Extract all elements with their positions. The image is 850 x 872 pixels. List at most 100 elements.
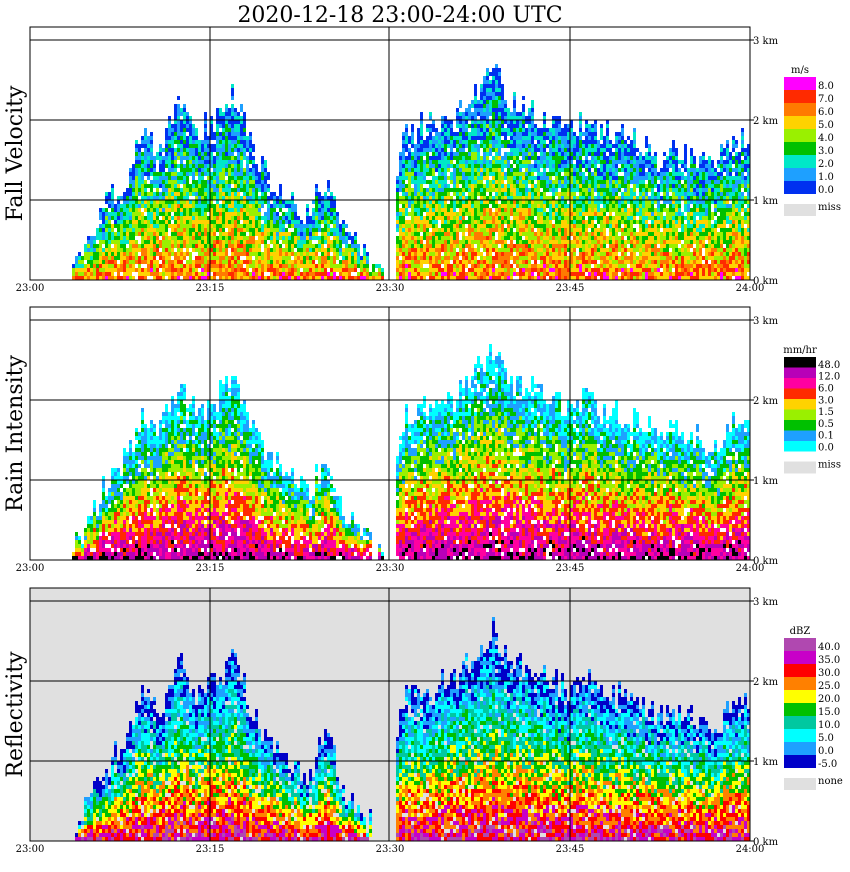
data-cell: [237, 200, 240, 204]
data-cell: [504, 192, 507, 196]
data-cell: [414, 148, 417, 152]
data-cell: [231, 120, 234, 124]
data-cell: [213, 216, 216, 220]
data-cell: [465, 108, 468, 112]
data-cell: [549, 160, 552, 164]
data-cell: [231, 116, 234, 120]
data-cell: [477, 156, 480, 160]
data-cell: [426, 200, 429, 204]
data-cell: [444, 232, 447, 236]
data-cell: [126, 228, 129, 232]
data-cell: [345, 236, 348, 240]
data-cell: [183, 208, 186, 212]
data-cell: [189, 120, 192, 124]
data-cell: [234, 204, 237, 208]
data-cell: [561, 268, 564, 272]
data-cell: [294, 272, 297, 276]
data-cell: [93, 276, 96, 280]
data-cell: [426, 208, 429, 212]
data-cell: [240, 172, 243, 176]
data-cell: [276, 240, 279, 244]
data-cell: [504, 276, 507, 280]
data-cell: [210, 156, 213, 160]
data-cell: [405, 192, 408, 196]
data-cell: [543, 124, 546, 128]
data-cell: [420, 120, 423, 124]
data-cell: [198, 216, 201, 220]
data-cell: [162, 268, 165, 272]
data-cell: [237, 160, 240, 164]
data-cell: [171, 196, 174, 200]
data-cell: [567, 164, 570, 168]
data-cell: [510, 132, 513, 136]
data-cell: [231, 248, 234, 252]
data-cell: [267, 216, 270, 220]
data-cell: [441, 248, 444, 252]
data-cell: [282, 248, 285, 252]
data-cell: [441, 236, 444, 240]
data-cell: [300, 236, 303, 240]
data-cell: [222, 116, 225, 120]
data-cell: [129, 208, 132, 212]
data-cell: [498, 180, 501, 184]
data-cell: [573, 152, 576, 156]
data-cell: [225, 188, 228, 192]
data-cell: [231, 180, 234, 184]
data-cell: [228, 236, 231, 240]
data-cell: [531, 168, 534, 172]
data-cell: [519, 248, 522, 252]
data-cell: [261, 168, 264, 172]
data-cell: [495, 144, 498, 148]
data-cell: [468, 200, 471, 204]
data-cell: [414, 224, 417, 228]
data-cell: [525, 212, 528, 216]
data-cell: [414, 236, 417, 240]
data-cell: [489, 212, 492, 216]
data-cell: [264, 192, 267, 196]
data-cell: [318, 224, 321, 228]
data-cell: [321, 252, 324, 256]
data-cell: [480, 184, 483, 188]
data-cell: [453, 156, 456, 160]
data-cell: [447, 164, 450, 168]
data-cell: [567, 160, 570, 164]
data-cell: [531, 152, 534, 156]
data-cell: [522, 224, 525, 228]
data-cell: [432, 264, 435, 268]
data-cell: [507, 208, 510, 212]
data-cell: [399, 268, 402, 272]
data-cell: [156, 176, 159, 180]
data-cell: [333, 244, 336, 248]
data-cell: [261, 164, 264, 168]
data-cell: [522, 232, 525, 236]
data-cell: [549, 260, 552, 264]
data-cell: [555, 164, 558, 168]
data-cell: [162, 168, 165, 172]
data-cell: [195, 172, 198, 176]
data-cell: [159, 208, 162, 212]
data-cell: [501, 100, 504, 104]
data-cell: [582, 264, 585, 268]
data-cell: [504, 244, 507, 248]
data-cell: [234, 164, 237, 168]
data-cell: [117, 204, 120, 208]
data-cell: [507, 200, 510, 204]
data-cell: [522, 176, 525, 180]
data-cell: [273, 200, 276, 204]
data-cell: [198, 176, 201, 180]
data-cell: [438, 248, 441, 252]
data-cell: [180, 128, 183, 132]
data-cell: [459, 168, 462, 172]
data-cell: [288, 252, 291, 256]
data-cell: [288, 208, 291, 212]
data-cell: [171, 252, 174, 256]
data-cell: [510, 200, 513, 204]
data-cell: [528, 268, 531, 272]
data-cell: [582, 196, 585, 200]
data-cell: [492, 80, 495, 84]
data-cell: [438, 140, 441, 144]
data-cell: [543, 224, 546, 228]
data-cell: [405, 204, 408, 208]
data-cell: [543, 128, 546, 132]
data-cell: [192, 276, 195, 280]
